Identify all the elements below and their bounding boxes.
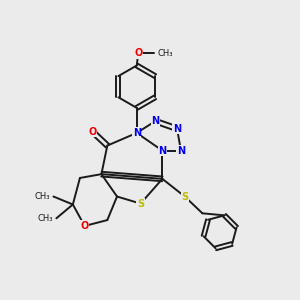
Text: N: N [151, 116, 159, 126]
Text: S: S [181, 191, 188, 202]
Text: N: N [177, 146, 185, 156]
Text: O: O [88, 127, 97, 137]
Text: N: N [173, 124, 181, 134]
Text: CH₃: CH₃ [35, 192, 50, 201]
Text: S: S [137, 199, 144, 208]
Text: CH₃: CH₃ [38, 214, 53, 223]
Text: N: N [158, 146, 166, 156]
Text: CH₃: CH₃ [158, 49, 173, 58]
Text: O: O [80, 221, 89, 231]
Text: N: N [133, 128, 141, 138]
Text: O: O [134, 48, 142, 58]
